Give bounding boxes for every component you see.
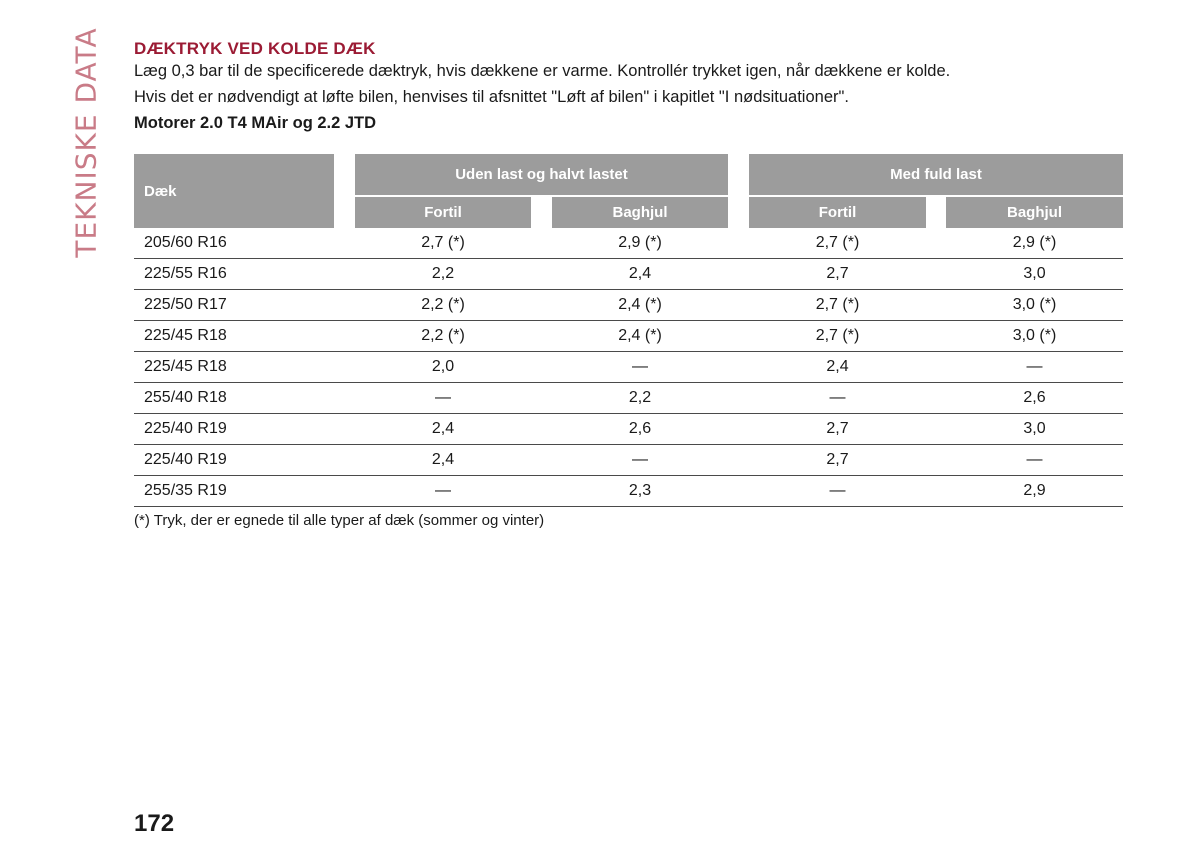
- cell-partial-rear: 2,2: [628, 389, 652, 406]
- cell-full-rear: 3,0: [1023, 420, 1046, 437]
- cell-partial-rear: —: [632, 451, 648, 468]
- header-partial-rear: Baghjul: [552, 197, 728, 228]
- cell-tire-size: 205/60 R16: [144, 234, 227, 251]
- cell-full-rear: 2,9 (*): [1012, 234, 1057, 251]
- header-tire: Dæk: [134, 154, 334, 228]
- table-row: 255/35 R19 — 2,3 — 2,9: [134, 476, 1123, 507]
- table-row: 225/40 R19 2,4 2,6 2,7 3,0: [134, 414, 1123, 445]
- header-group-full-load: Med fuld last: [749, 154, 1123, 195]
- table-footnote: (*) Tryk, der er egnede til alle typer a…: [134, 512, 545, 529]
- cell-partial-rear: 2,6: [628, 420, 652, 437]
- cell-partial-front: 2,2 (*): [421, 327, 465, 344]
- cell-partial-front: 2,7 (*): [421, 234, 465, 251]
- cell-full-rear: 3,0 (*): [1012, 296, 1057, 313]
- cell-tire-size: 225/45 R18: [144, 358, 227, 375]
- cell-tire-size: 225/40 R19: [144, 420, 227, 437]
- cell-partial-front: 2,2: [431, 265, 455, 282]
- cell-full-front: 2,7 (*): [815, 234, 860, 251]
- intro-paragraph-1: Læg 0,3 bar til de specificerede dæktryk…: [134, 62, 951, 80]
- cell-full-rear: 3,0 (*): [1012, 327, 1057, 344]
- cell-tire-size: 255/40 R18: [144, 389, 227, 406]
- cell-full-rear: —: [1026, 358, 1043, 375]
- cell-partial-rear: 2,9 (*): [618, 234, 662, 251]
- cell-full-rear: —: [1026, 451, 1043, 468]
- table-row: 205/60 R16 2,7 (*) 2,9 (*) 2,7 (*) 2,9 (…: [134, 228, 1123, 259]
- cell-full-front: —: [829, 482, 846, 499]
- table-body: 205/60 R16 2,7 (*) 2,9 (*) 2,7 (*) 2,9 (…: [134, 228, 1123, 507]
- table-row: 225/55 R16 2,2 2,4 2,7 3,0: [134, 259, 1123, 290]
- cell-full-rear: 2,9: [1023, 482, 1046, 499]
- cell-tire-size: 255/35 R19: [144, 482, 227, 499]
- table-row: 225/45 R18 2,2 (*) 2,4 (*) 2,7 (*) 3,0 (…: [134, 321, 1123, 352]
- cell-partial-front: —: [435, 482, 451, 499]
- cell-full-rear: 2,6: [1023, 389, 1046, 406]
- chapter-side-title-text: TEKNISKE DATA: [69, 26, 103, 258]
- header-group-partial-load: Uden last og halvt lastet: [355, 154, 728, 195]
- page-number: 172: [134, 810, 175, 837]
- header-partial-front: Fortil: [355, 197, 531, 228]
- cell-tire-size: 225/40 R19: [144, 451, 227, 468]
- cell-partial-rear: 2,4: [628, 265, 652, 282]
- engine-subheading: Motorer 2.0 T4 MAir og 2.2 JTD: [134, 114, 377, 132]
- table-row: 225/50 R17 2,2 (*) 2,4 (*) 2,7 (*) 3,0 (…: [134, 290, 1123, 321]
- cell-full-front: 2,7 (*): [815, 296, 860, 313]
- cell-full-front: 2,7 (*): [815, 327, 860, 344]
- cell-partial-front: 2,4: [431, 420, 455, 437]
- cell-partial-rear: 2,4 (*): [618, 327, 662, 344]
- header-full-rear: Baghjul: [946, 197, 1123, 228]
- cell-full-front: 2,4: [826, 358, 849, 375]
- cell-tire-size: 225/45 R18: [144, 327, 227, 344]
- cell-partial-front: 2,2 (*): [421, 296, 465, 313]
- cell-full-front: —: [829, 389, 846, 406]
- cell-partial-rear: 2,4 (*): [618, 296, 662, 313]
- cell-full-front: 2,7: [826, 451, 849, 468]
- table-row: 225/40 R19 2,4 — 2,7 —: [134, 445, 1123, 476]
- cell-partial-rear: —: [632, 358, 648, 375]
- cell-partial-front: 2,4: [431, 451, 455, 468]
- cell-full-front: 2,7: [826, 265, 849, 282]
- cell-partial-front: 2,0: [431, 358, 455, 375]
- cell-tire-size: 225/55 R16: [144, 265, 227, 282]
- cell-partial-front: —: [435, 389, 451, 406]
- cell-partial-rear: 2,3: [628, 482, 652, 499]
- chapter-side-title: TEKNISKE DATA: [66, 27, 106, 257]
- section-heading: DÆKTRYK VED KOLDE DÆK: [134, 39, 376, 58]
- intro-paragraph-2: Hvis det er nødvendigt at løfte bilen, h…: [134, 88, 849, 106]
- table-row: 225/45 R18 2,0 — 2,4 —: [134, 352, 1123, 383]
- table-row: 255/40 R18 — 2,2 — 2,6: [134, 383, 1123, 414]
- cell-full-rear: 3,0: [1023, 265, 1046, 282]
- cell-full-front: 2,7: [826, 420, 849, 437]
- cell-tire-size: 225/50 R17: [144, 296, 227, 313]
- header-full-front: Fortil: [749, 197, 926, 228]
